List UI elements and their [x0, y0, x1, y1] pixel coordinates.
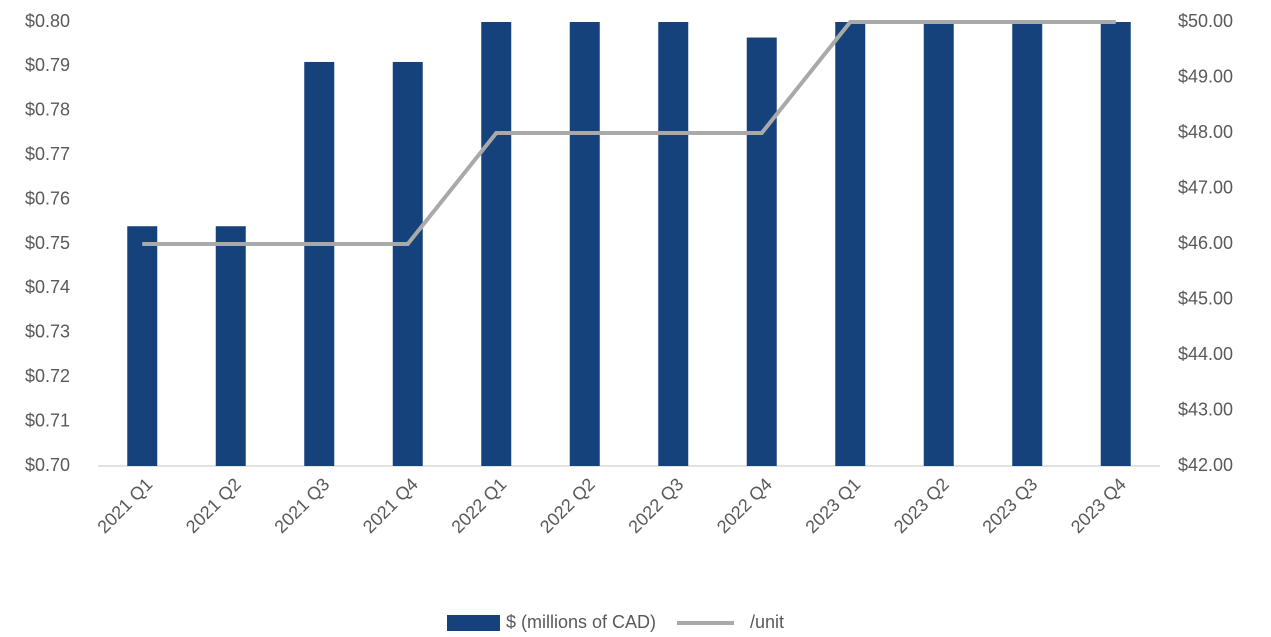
x-tick-label: 2022 Q1	[447, 474, 510, 537]
x-tick-label: 2021 Q3	[270, 474, 333, 537]
bar	[923, 22, 954, 466]
x-tick-label: 2021 Q2	[182, 474, 245, 537]
bar	[569, 22, 600, 466]
bar	[304, 61, 335, 467]
y-tick-label: $0.71	[25, 410, 70, 430]
y2-tick-label: $48.00	[1178, 122, 1233, 142]
y2-tick-label: $42.00	[1178, 455, 1233, 475]
y-tick-label: $0.74	[25, 277, 70, 297]
line	[142, 20, 1116, 246]
y2-tick-label: $46.00	[1178, 233, 1233, 253]
bar	[215, 226, 246, 466]
x-tick-label: 2023 Q1	[801, 474, 864, 537]
y-tick-label: $0.72	[25, 366, 70, 386]
y-tick-label: $0.75	[25, 233, 70, 253]
y2-tick-label: $44.00	[1178, 344, 1233, 364]
y-tick-label: $0.80	[25, 11, 70, 31]
legend-label: $ (millions of CAD)	[506, 612, 656, 632]
bar	[127, 226, 158, 466]
y-tick-label: $0.79	[25, 55, 70, 75]
y-tick-label: $0.78	[25, 100, 70, 120]
y-tick-label: $0.76	[25, 188, 70, 208]
y-tick-label: $0.70	[25, 455, 70, 475]
x-tick-label: 2022 Q4	[713, 474, 776, 537]
x-tick-label: 2022 Q3	[624, 474, 687, 537]
bar	[1012, 22, 1043, 466]
bar	[392, 61, 423, 467]
y2-tick-label: $47.00	[1178, 177, 1233, 197]
bar	[835, 22, 866, 466]
x-tick-label: 2022 Q2	[536, 474, 599, 537]
x-tick-label: 2023 Q4	[1067, 474, 1130, 537]
y2-tick-label: $49.00	[1178, 66, 1233, 86]
x-tick-label: 2023 Q3	[978, 474, 1041, 537]
legend-label: /unit	[750, 612, 784, 632]
legend-swatch	[447, 615, 500, 631]
y2-tick-label: $43.00	[1178, 399, 1233, 419]
y-tick-label: $0.77	[25, 144, 70, 164]
bar	[658, 22, 689, 466]
y2-tick-label: $45.00	[1178, 288, 1233, 308]
x-tick-label: 2021 Q4	[359, 474, 422, 537]
x-tick-label: 2021 Q1	[93, 474, 156, 537]
y2-tick-label: $50.00	[1178, 11, 1233, 31]
y-tick-label: $0.73	[25, 322, 70, 342]
bar	[1100, 22, 1131, 466]
bar	[746, 37, 777, 466]
bar	[481, 22, 512, 466]
x-tick-label: 2023 Q2	[890, 474, 953, 537]
